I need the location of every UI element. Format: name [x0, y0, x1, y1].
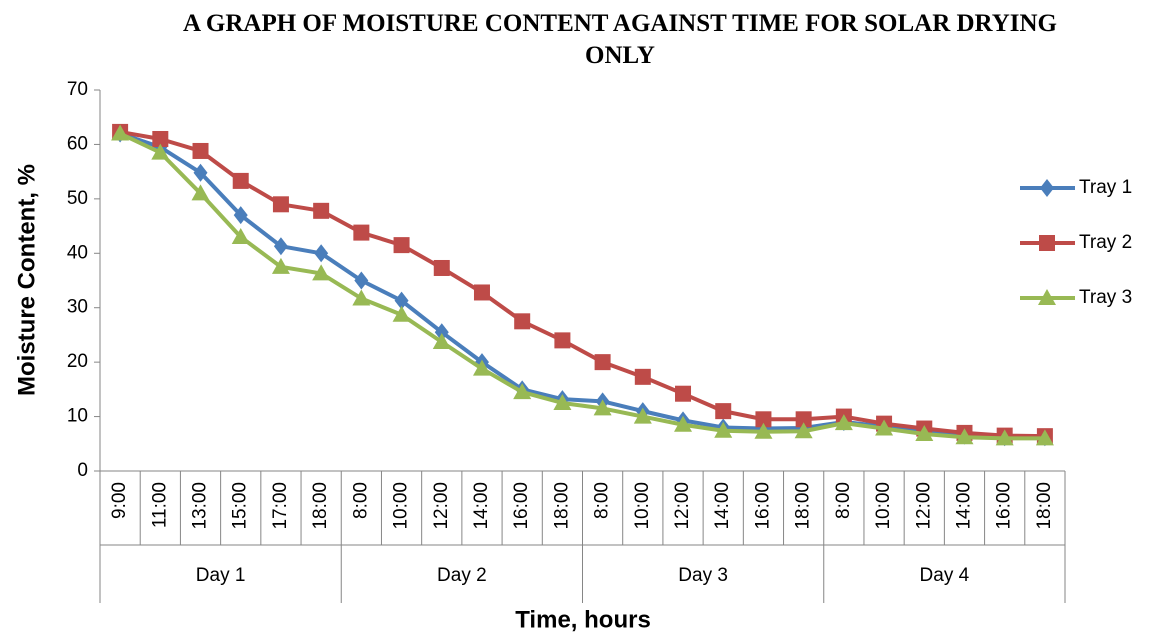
data-point	[634, 368, 651, 385]
data-point	[714, 421, 733, 438]
x-tick-label: 14:00	[471, 482, 492, 530]
x-tick-label: 18:00	[310, 482, 331, 530]
data-point	[513, 383, 532, 400]
x-tick-label: 15:00	[230, 482, 251, 530]
x-tick-label: 10:00	[632, 482, 653, 530]
data-point	[193, 163, 208, 182]
data-point	[594, 354, 611, 371]
x-tick-label: 16:00	[511, 482, 532, 530]
data-point	[553, 393, 572, 410]
data-point	[755, 411, 772, 428]
data-point	[232, 172, 249, 189]
data-point	[995, 429, 1014, 446]
legend-marker	[1040, 179, 1054, 197]
x-tick-label: 18:00	[1034, 482, 1055, 530]
x-tick-label: 18:00	[551, 482, 572, 530]
data-point	[231, 227, 250, 244]
data-point	[273, 237, 288, 256]
data-point	[554, 332, 571, 349]
x-group-label: Day 3	[678, 565, 728, 586]
data-point	[392, 305, 411, 322]
y-tick-label: 30	[67, 297, 88, 318]
data-point	[152, 130, 169, 147]
data-point	[514, 313, 531, 330]
x-group-label: Day 1	[196, 565, 246, 586]
x-tick-label: 10:00	[391, 482, 412, 530]
data-point	[795, 411, 812, 428]
y-tick-label: 60	[67, 133, 88, 154]
x-tick-label: 10:00	[873, 482, 894, 530]
data-point	[955, 428, 974, 445]
chart-title: A GRAPH OF MOISTURE CONTENT AGAINST TIME…	[182, 10, 1058, 69]
y-tick-label: 70	[67, 79, 88, 100]
x-tick-label: 8:00	[350, 482, 371, 519]
data-point	[675, 385, 692, 402]
data-point	[834, 414, 853, 431]
x-tick-label: 12:00	[431, 482, 452, 530]
x-tick-label: 18:00	[793, 482, 814, 530]
series-line	[119, 129, 1045, 439]
x-tick-label: 9:00	[109, 482, 130, 519]
data-point	[233, 206, 248, 225]
legend-label: Tray 2	[1079, 232, 1132, 253]
data-point	[754, 422, 773, 439]
data-point	[151, 143, 170, 160]
y-tick-label: 0	[77, 460, 88, 481]
x-tick-label: 14:00	[712, 482, 733, 530]
data-point	[633, 407, 652, 424]
y-tick-label: 40	[67, 242, 88, 263]
data-point	[271, 257, 290, 274]
data-point	[434, 323, 449, 342]
y-tick-label: 20	[67, 351, 88, 372]
x-tick-label: 8:00	[592, 482, 613, 519]
data-point	[394, 291, 409, 310]
x-tick-label: 16:00	[994, 482, 1015, 530]
data-point	[314, 244, 329, 263]
x-axis-label: Time, hours	[515, 606, 651, 633]
legend-marker	[1039, 235, 1055, 251]
data-point	[111, 124, 130, 141]
data-point	[191, 184, 210, 201]
data-point	[433, 259, 450, 276]
data-point	[472, 359, 491, 376]
data-point	[432, 333, 451, 350]
legend-marker	[1038, 289, 1056, 305]
data-point	[272, 196, 289, 213]
y-tick-label: 10	[67, 406, 88, 427]
x-group-label: Day 2	[437, 565, 487, 586]
data-point	[354, 271, 369, 290]
data-point	[794, 422, 813, 439]
data-point	[473, 284, 490, 301]
data-point	[312, 264, 331, 281]
x-tick-label: 12:00	[672, 482, 693, 530]
data-point	[353, 224, 370, 241]
x-tick-label: 16:00	[752, 482, 773, 530]
x-tick-label: 12:00	[913, 482, 934, 530]
x-tick-label: 8:00	[833, 482, 854, 519]
data-point	[1035, 429, 1054, 446]
x-tick-label: 11:00	[149, 482, 170, 528]
data-point	[875, 419, 894, 436]
data-point	[192, 142, 209, 159]
y-tick-label: 50	[67, 188, 88, 209]
series-line	[119, 131, 1045, 441]
x-group-label: Day 4	[920, 565, 970, 586]
data-point	[593, 399, 612, 416]
data-point	[715, 403, 732, 420]
data-point	[674, 415, 693, 432]
data-point	[915, 424, 934, 441]
data-point	[352, 289, 371, 306]
data-point	[313, 202, 330, 219]
y-axis-label: Moisture Content, %	[13, 164, 40, 396]
x-tick-label: 13:00	[190, 482, 211, 530]
legend-label: Tray 3	[1079, 287, 1132, 308]
x-tick-label: 14:00	[953, 482, 974, 530]
legend-label: Tray 1	[1079, 177, 1132, 198]
x-tick-label: 17:00	[270, 482, 291, 530]
data-point	[393, 237, 410, 254]
series-line	[119, 131, 1045, 440]
